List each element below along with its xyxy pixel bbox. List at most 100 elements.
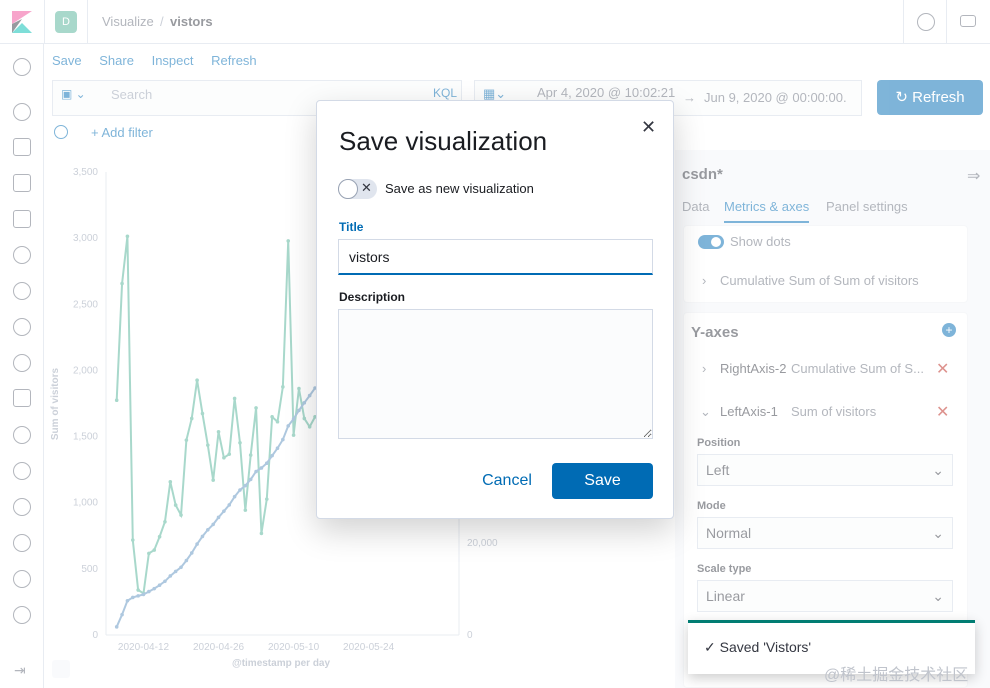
- data-point: [157, 534, 162, 539]
- mail-icon[interactable]: [960, 15, 976, 27]
- metric-card: Show dots › Cumulative Sum of Sum of vis…: [683, 225, 968, 303]
- series-item[interactable]: Cumulative Sum of Sum of visitors: [720, 273, 919, 288]
- legend-toggle-icon[interactable]: [52, 660, 70, 678]
- management-gear-icon[interactable]: [13, 606, 31, 624]
- mode-select[interactable]: Normal ⌄: [697, 517, 953, 549]
- graph-icon[interactable]: [13, 498, 31, 516]
- save-button[interactable]: Save: [552, 463, 653, 499]
- scale-type-label: Scale type: [697, 563, 752, 575]
- refresh-button[interactable]: ↻ Refresh: [877, 80, 983, 115]
- y-tick-label: 1,500: [73, 432, 98, 443]
- filter-options-icon[interactable]: [54, 125, 68, 139]
- save-as-new-toggle[interactable]: ✕: [338, 179, 377, 199]
- collapse-panel-icon[interactable]: ⇒: [967, 168, 981, 185]
- y-tick-label: 0: [92, 630, 98, 641]
- collapse-nav-icon[interactable]: ⇥: [14, 662, 26, 678]
- chevron-right-icon[interactable]: ›: [702, 361, 707, 376]
- end-date[interactable]: Jun 9, 2020 @ 00:00:00.: [704, 90, 847, 105]
- arrow-icon: →: [683, 90, 696, 105]
- add-filter-button[interactable]: + Add filter: [91, 125, 153, 140]
- help-globe-icon[interactable]: [917, 13, 935, 31]
- remove-axis-icon[interactable]: ✕: [936, 404, 950, 421]
- monitoring-icon[interactable]: [13, 570, 31, 588]
- breadcrumb-visualize[interactable]: Visualize: [102, 14, 154, 29]
- data-point: [307, 424, 312, 429]
- tab-panel-settings[interactable]: Panel settings: [826, 199, 908, 214]
- scale-type-value: Linear: [706, 588, 745, 604]
- save-link[interactable]: Save: [52, 53, 82, 68]
- show-dots-toggle[interactable]: [698, 235, 724, 249]
- canvas-icon[interactable]: [13, 210, 31, 228]
- mode-label: Mode: [697, 500, 726, 512]
- dashboard-icon[interactable]: [13, 174, 31, 192]
- uptime-icon[interactable]: [13, 426, 31, 444]
- visualize-icon[interactable]: [13, 138, 31, 156]
- logs-icon[interactable]: [13, 354, 31, 372]
- data-point: [264, 461, 269, 466]
- dev-tools-icon[interactable]: [13, 534, 31, 552]
- data-point: [157, 583, 162, 588]
- scale-type-select[interactable]: Linear ⌄: [697, 580, 953, 612]
- x-tick-label: 2020-04-12: [118, 642, 170, 653]
- data-point: [179, 565, 183, 570]
- data-point: [313, 415, 317, 419]
- side-nav: ⇥: [0, 44, 44, 688]
- position-value: Left: [706, 462, 730, 478]
- kql-toggle[interactable]: KQL: [433, 86, 458, 100]
- data-point: [254, 469, 258, 474]
- data-point: [130, 538, 135, 542]
- cancel-button[interactable]: Cancel: [482, 472, 532, 489]
- position-select[interactable]: Left ⌄: [697, 454, 953, 486]
- close-icon[interactable]: ✕: [641, 117, 657, 137]
- apm-icon[interactable]: [13, 462, 31, 480]
- description-textarea[interactable]: [338, 309, 653, 439]
- data-point: [222, 509, 226, 513]
- data-point: [136, 588, 140, 592]
- add-axis-icon[interactable]: +: [942, 323, 956, 337]
- position-label: Position: [697, 437, 741, 449]
- x-tick-label: 2020-05-24: [343, 642, 395, 653]
- calendar-icon[interactable]: ▦⌄: [483, 86, 507, 101]
- share-link[interactable]: Share: [99, 53, 134, 68]
- maps-icon[interactable]: [13, 246, 31, 264]
- data-point: [286, 424, 291, 428]
- infrastructure-icon[interactable]: [13, 389, 31, 407]
- saved-query-icon[interactable]: ▣ ⌄: [61, 87, 86, 101]
- search-input[interactable]: Search: [111, 87, 153, 102]
- axis-name[interactable]: RightAxis-2: [720, 361, 787, 376]
- title-label: Title: [339, 220, 364, 234]
- title-input[interactable]: [338, 239, 653, 275]
- data-point: [173, 569, 178, 574]
- inspect-link[interactable]: Inspect: [151, 53, 194, 68]
- chevron-down-icon: ⌄: [932, 588, 944, 604]
- remove-axis-icon[interactable]: ✕: [936, 361, 950, 378]
- kibana-logo-icon[interactable]: [12, 11, 32, 33]
- ml-icon[interactable]: [13, 282, 31, 300]
- data-point: [168, 574, 173, 578]
- y-axis-title: Sum of visitors: [50, 367, 61, 440]
- refresh-link[interactable]: Refresh: [211, 53, 257, 68]
- axis-name[interactable]: LeftAxis-1: [720, 404, 778, 419]
- data-point: [259, 466, 264, 470]
- start-date[interactable]: Apr 4, 2020 @ 10:02:21: [537, 85, 676, 100]
- tab-metrics-axes[interactable]: Metrics & axes: [724, 199, 810, 223]
- siem-icon[interactable]: [13, 318, 31, 336]
- y-tick-label: 500: [81, 564, 98, 575]
- refresh-label: Refresh: [912, 89, 965, 106]
- data-point: [297, 386, 301, 391]
- space-avatar[interactable]: D: [55, 11, 77, 33]
- data-point: [173, 503, 178, 507]
- chevron-down-icon[interactable]: ⌄: [700, 404, 711, 419]
- data-point: [130, 595, 135, 600]
- data-point: [206, 443, 210, 447]
- right-y-tick-label: 20,000: [467, 538, 498, 549]
- recent-clock-icon[interactable]: [13, 58, 31, 76]
- data-point: [189, 551, 194, 555]
- x-tick-label: 2020-04-26: [193, 642, 245, 653]
- query-bar[interactable]: ▣ ⌄ Search KQL: [52, 80, 462, 116]
- chevron-right-icon[interactable]: ›: [702, 273, 707, 288]
- data-point: [227, 452, 232, 456]
- tab-data[interactable]: Data: [682, 199, 710, 214]
- data-point: [141, 592, 146, 597]
- discover-compass-icon[interactable]: [13, 103, 31, 121]
